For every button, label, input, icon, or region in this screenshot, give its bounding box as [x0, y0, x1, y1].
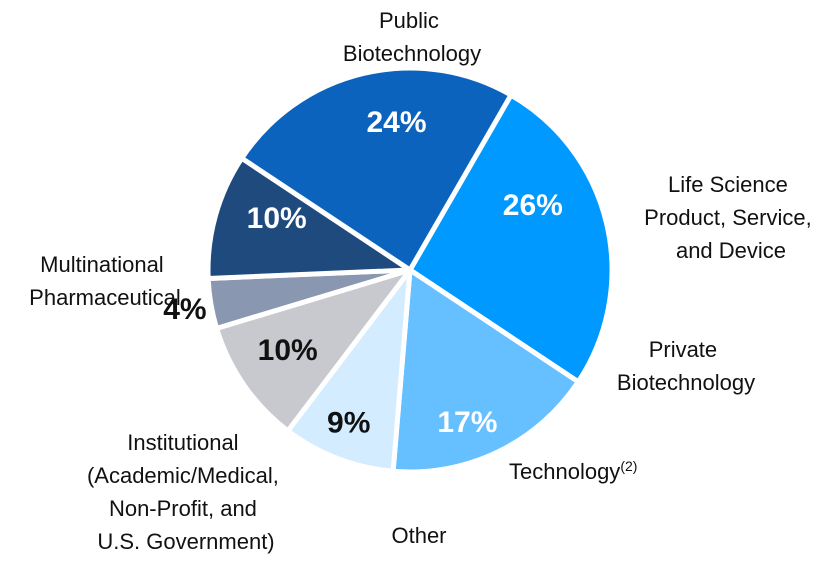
- percent-label: 4%: [163, 293, 206, 326]
- percent-label: 9%: [327, 407, 370, 440]
- label-multinational-pharmaceutical: Multinational Pharmaceutical: [29, 252, 181, 310]
- pie-slice-private-biotechnology: [285, 267, 413, 474]
- label-institutional: Institutional (Academic/Medical, Non-Pro…: [87, 430, 285, 554]
- label-other: Other: [391, 523, 446, 548]
- percent-label: 10%: [247, 202, 307, 235]
- label-public-biotechnology: Public Biotechnology: [343, 8, 481, 66]
- percent-label: 17%: [437, 406, 497, 439]
- label-technology: Technology(2): [509, 458, 637, 484]
- pie-slice-technology: [214, 267, 413, 434]
- pie-slice-life-science-product-service-and-device: [390, 267, 581, 475]
- pie-slice-multinational-pharmaceutical: [239, 65, 514, 273]
- percent-label: 24%: [366, 106, 426, 139]
- label-life-science: Life Science Product, Service, and Devic…: [644, 172, 818, 263]
- label-private-biotechnology: Private Biotechnology: [617, 337, 755, 395]
- percent-label: 10%: [258, 334, 318, 367]
- pie-slice-institutional-academic-medical-non-profit-and-u-s-government: [205, 155, 413, 281]
- pie-percent-labels: 26% 17% 9% 10% 4% 10% 24%: [163, 106, 563, 440]
- percent-label: 26%: [503, 189, 563, 222]
- technology-footnote: (2): [620, 458, 637, 474]
- pie-slices: [205, 65, 615, 475]
- pie-slice-public-biotechnology: [407, 92, 615, 385]
